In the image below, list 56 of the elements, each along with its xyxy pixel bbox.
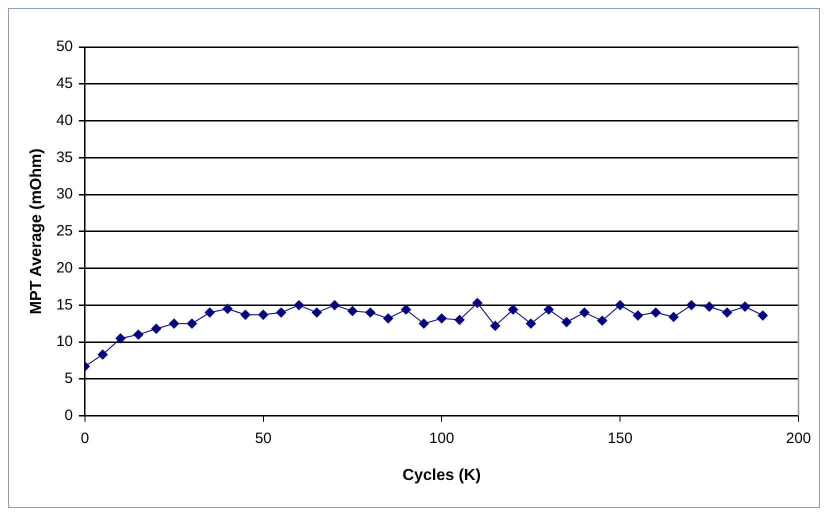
point	[579, 308, 590, 318]
point	[133, 330, 144, 340]
point	[383, 313, 394, 324]
point	[740, 302, 750, 312]
x-tick-label: 200	[786, 430, 811, 447]
point	[222, 304, 233, 314]
point	[347, 306, 358, 316]
point	[704, 302, 714, 312]
y-axis-title: MPT Average (mOhm)	[28, 148, 46, 314]
point	[668, 312, 679, 322]
point	[116, 333, 126, 344]
point	[240, 310, 250, 320]
y-tick-label: 40	[56, 112, 73, 129]
point	[365, 308, 376, 318]
point	[615, 300, 626, 310]
x-tick-label: 100	[429, 430, 454, 447]
y-tick-label: 50	[56, 38, 73, 56]
y-tick-label: 15	[56, 296, 73, 314]
y-tick-label: 35	[56, 148, 73, 166]
y-tick-label: 20	[56, 259, 73, 276]
point	[151, 324, 162, 334]
point	[258, 310, 268, 320]
y-tick-label: 30	[56, 186, 73, 203]
point	[508, 304, 518, 315]
point	[722, 308, 732, 318]
point	[472, 298, 482, 308]
point	[650, 308, 661, 318]
point	[562, 317, 572, 328]
x-tick-label: 50	[254, 430, 272, 447]
point	[526, 318, 536, 329]
point	[204, 308, 215, 318]
point	[544, 304, 554, 315]
point	[597, 316, 608, 326]
point	[169, 318, 180, 329]
point	[98, 350, 108, 360]
y-tick-label: 5	[64, 370, 73, 388]
point	[686, 300, 696, 310]
y-tick-label: 25	[56, 222, 73, 240]
point	[632, 310, 643, 320]
point	[758, 310, 768, 320]
point	[490, 320, 500, 331]
y-tick-label: 0	[64, 406, 73, 424]
point	[418, 318, 429, 329]
y-tick-label: 45	[56, 75, 73, 92]
point	[436, 313, 447, 324]
point	[186, 318, 197, 329]
x-tick-label: 150	[608, 430, 633, 447]
x-tick-label: 0	[80, 430, 90, 447]
point	[454, 314, 465, 325]
y-tick-label: 10	[56, 333, 73, 350]
point	[294, 300, 304, 310]
point	[330, 300, 340, 310]
point	[276, 308, 286, 318]
point	[401, 304, 412, 315]
x-axis-title: Cycles (K)	[402, 466, 481, 484]
point	[312, 308, 322, 318]
